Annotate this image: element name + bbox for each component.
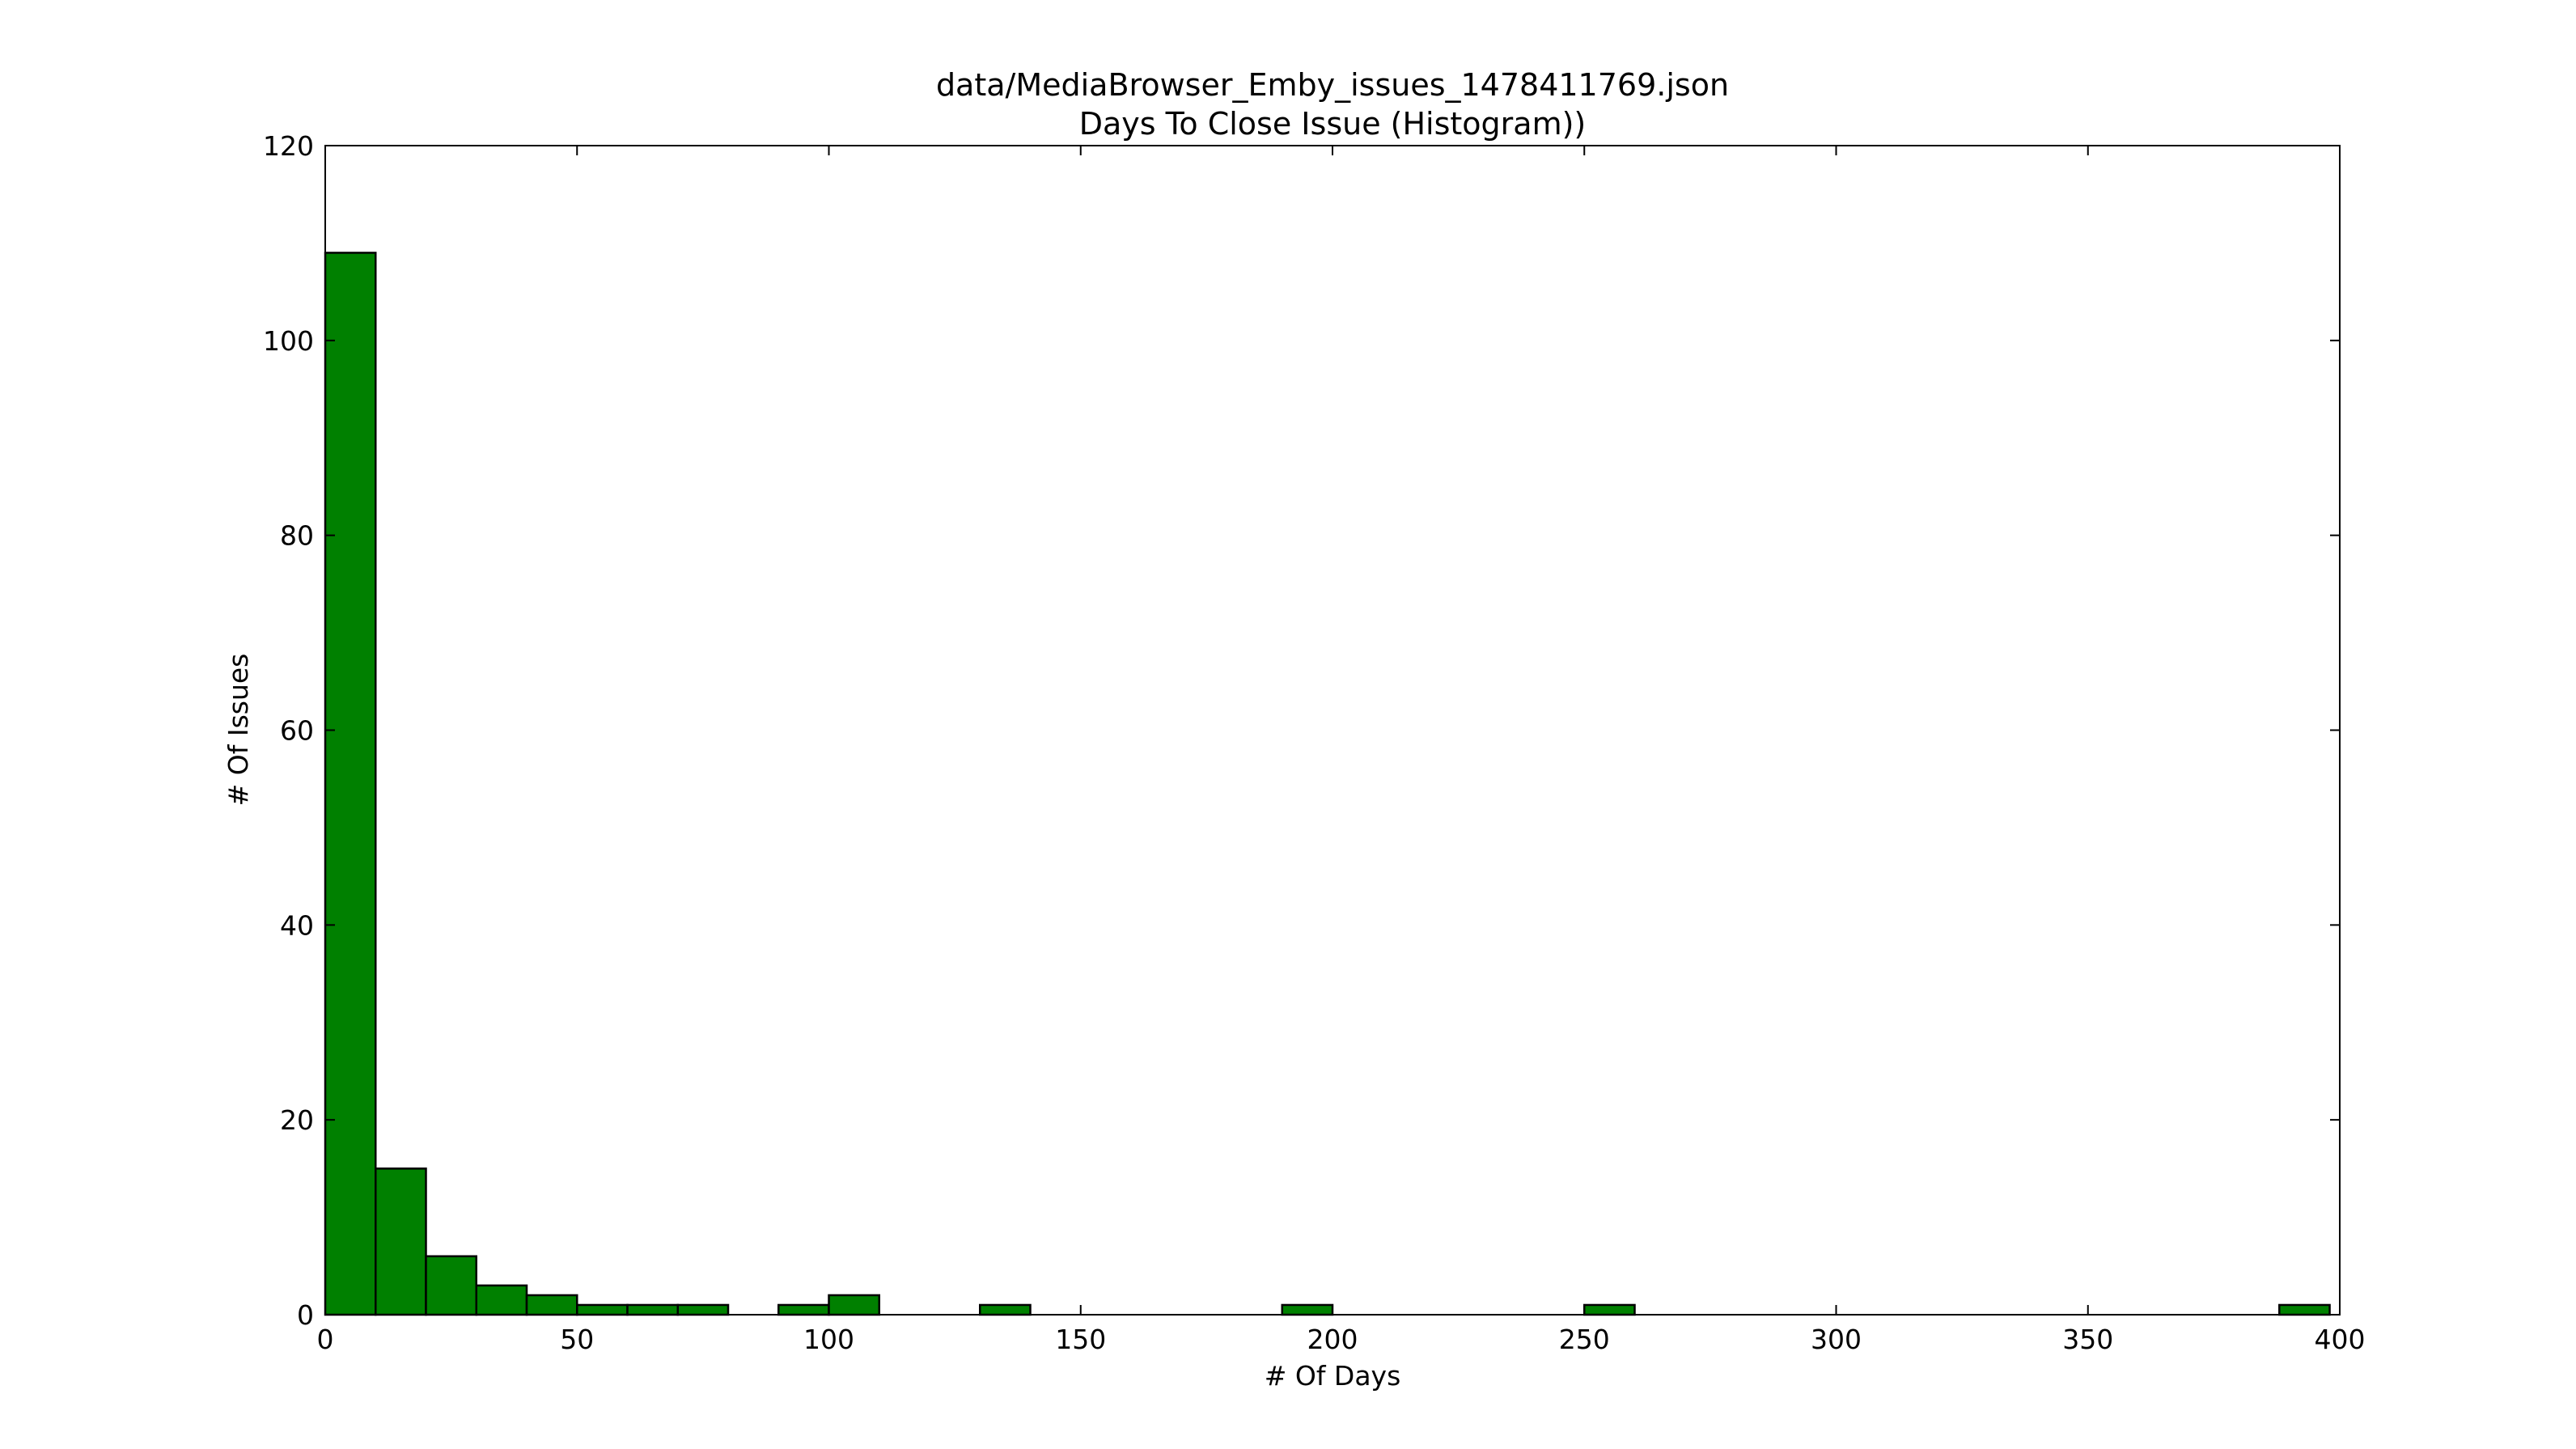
histogram-bar-4 — [525, 1294, 578, 1316]
histogram-bar-2 — [425, 1255, 477, 1316]
histogram-bar-3 — [475, 1284, 528, 1316]
x-tick-label-4: 200 — [1307, 1324, 1358, 1355]
histogram-bar-0 — [324, 252, 377, 1316]
axis-ticks: 0 50 100 150 200 250 300 350 400 0 20 40 60 80 100 120 — [263, 130, 2366, 1355]
x-tick-label-0: 0 — [317, 1324, 334, 1355]
y-tick-label-1: 20 — [280, 1104, 314, 1136]
x-tick-label-7: 350 — [2062, 1324, 2113, 1355]
y-tick-label-5: 100 — [263, 325, 314, 357]
y-tick-label-6: 120 — [263, 130, 314, 162]
y-tick-label-0: 0 — [297, 1299, 314, 1331]
x-tick-label-2: 100 — [803, 1324, 854, 1355]
chart-subtitle: Days To Close Issue (Histogram)) — [1079, 106, 1587, 142]
histogram-bar-1 — [375, 1167, 427, 1316]
histogram-bar-12 — [1583, 1303, 1636, 1316]
x-tick-label-8: 400 — [2315, 1324, 2366, 1355]
histogram-bar-10 — [979, 1303, 1032, 1316]
y-tick-label-2: 40 — [280, 909, 314, 941]
y-axis-label: # Of Issues — [222, 654, 254, 807]
histogram-bar-6 — [626, 1303, 679, 1316]
histogram-bar-5 — [576, 1303, 629, 1316]
x-tick-label-3: 150 — [1055, 1324, 1106, 1355]
histogram-bar-9 — [828, 1294, 880, 1316]
histogram-bar-7 — [676, 1303, 730, 1316]
y-tick-label-4: 80 — [280, 520, 314, 552]
x-tick-label-1: 50 — [560, 1324, 594, 1355]
histogram-bar-13 — [2278, 1303, 2331, 1316]
histogram-bar-11 — [1281, 1303, 1334, 1316]
histogram-bars — [324, 252, 2331, 1316]
x-axis-label: # Of Days — [1265, 1360, 1401, 1392]
x-tick-label-6: 300 — [1811, 1324, 1862, 1355]
y-tick-label-3: 60 — [280, 715, 314, 747]
chart-title: data/MediaBrowser_Emby_issues_1478411769… — [936, 67, 1729, 103]
histogram-bar-8 — [777, 1303, 830, 1316]
x-tick-label-5: 250 — [1559, 1324, 1610, 1355]
plot-frame — [324, 145, 2341, 1316]
